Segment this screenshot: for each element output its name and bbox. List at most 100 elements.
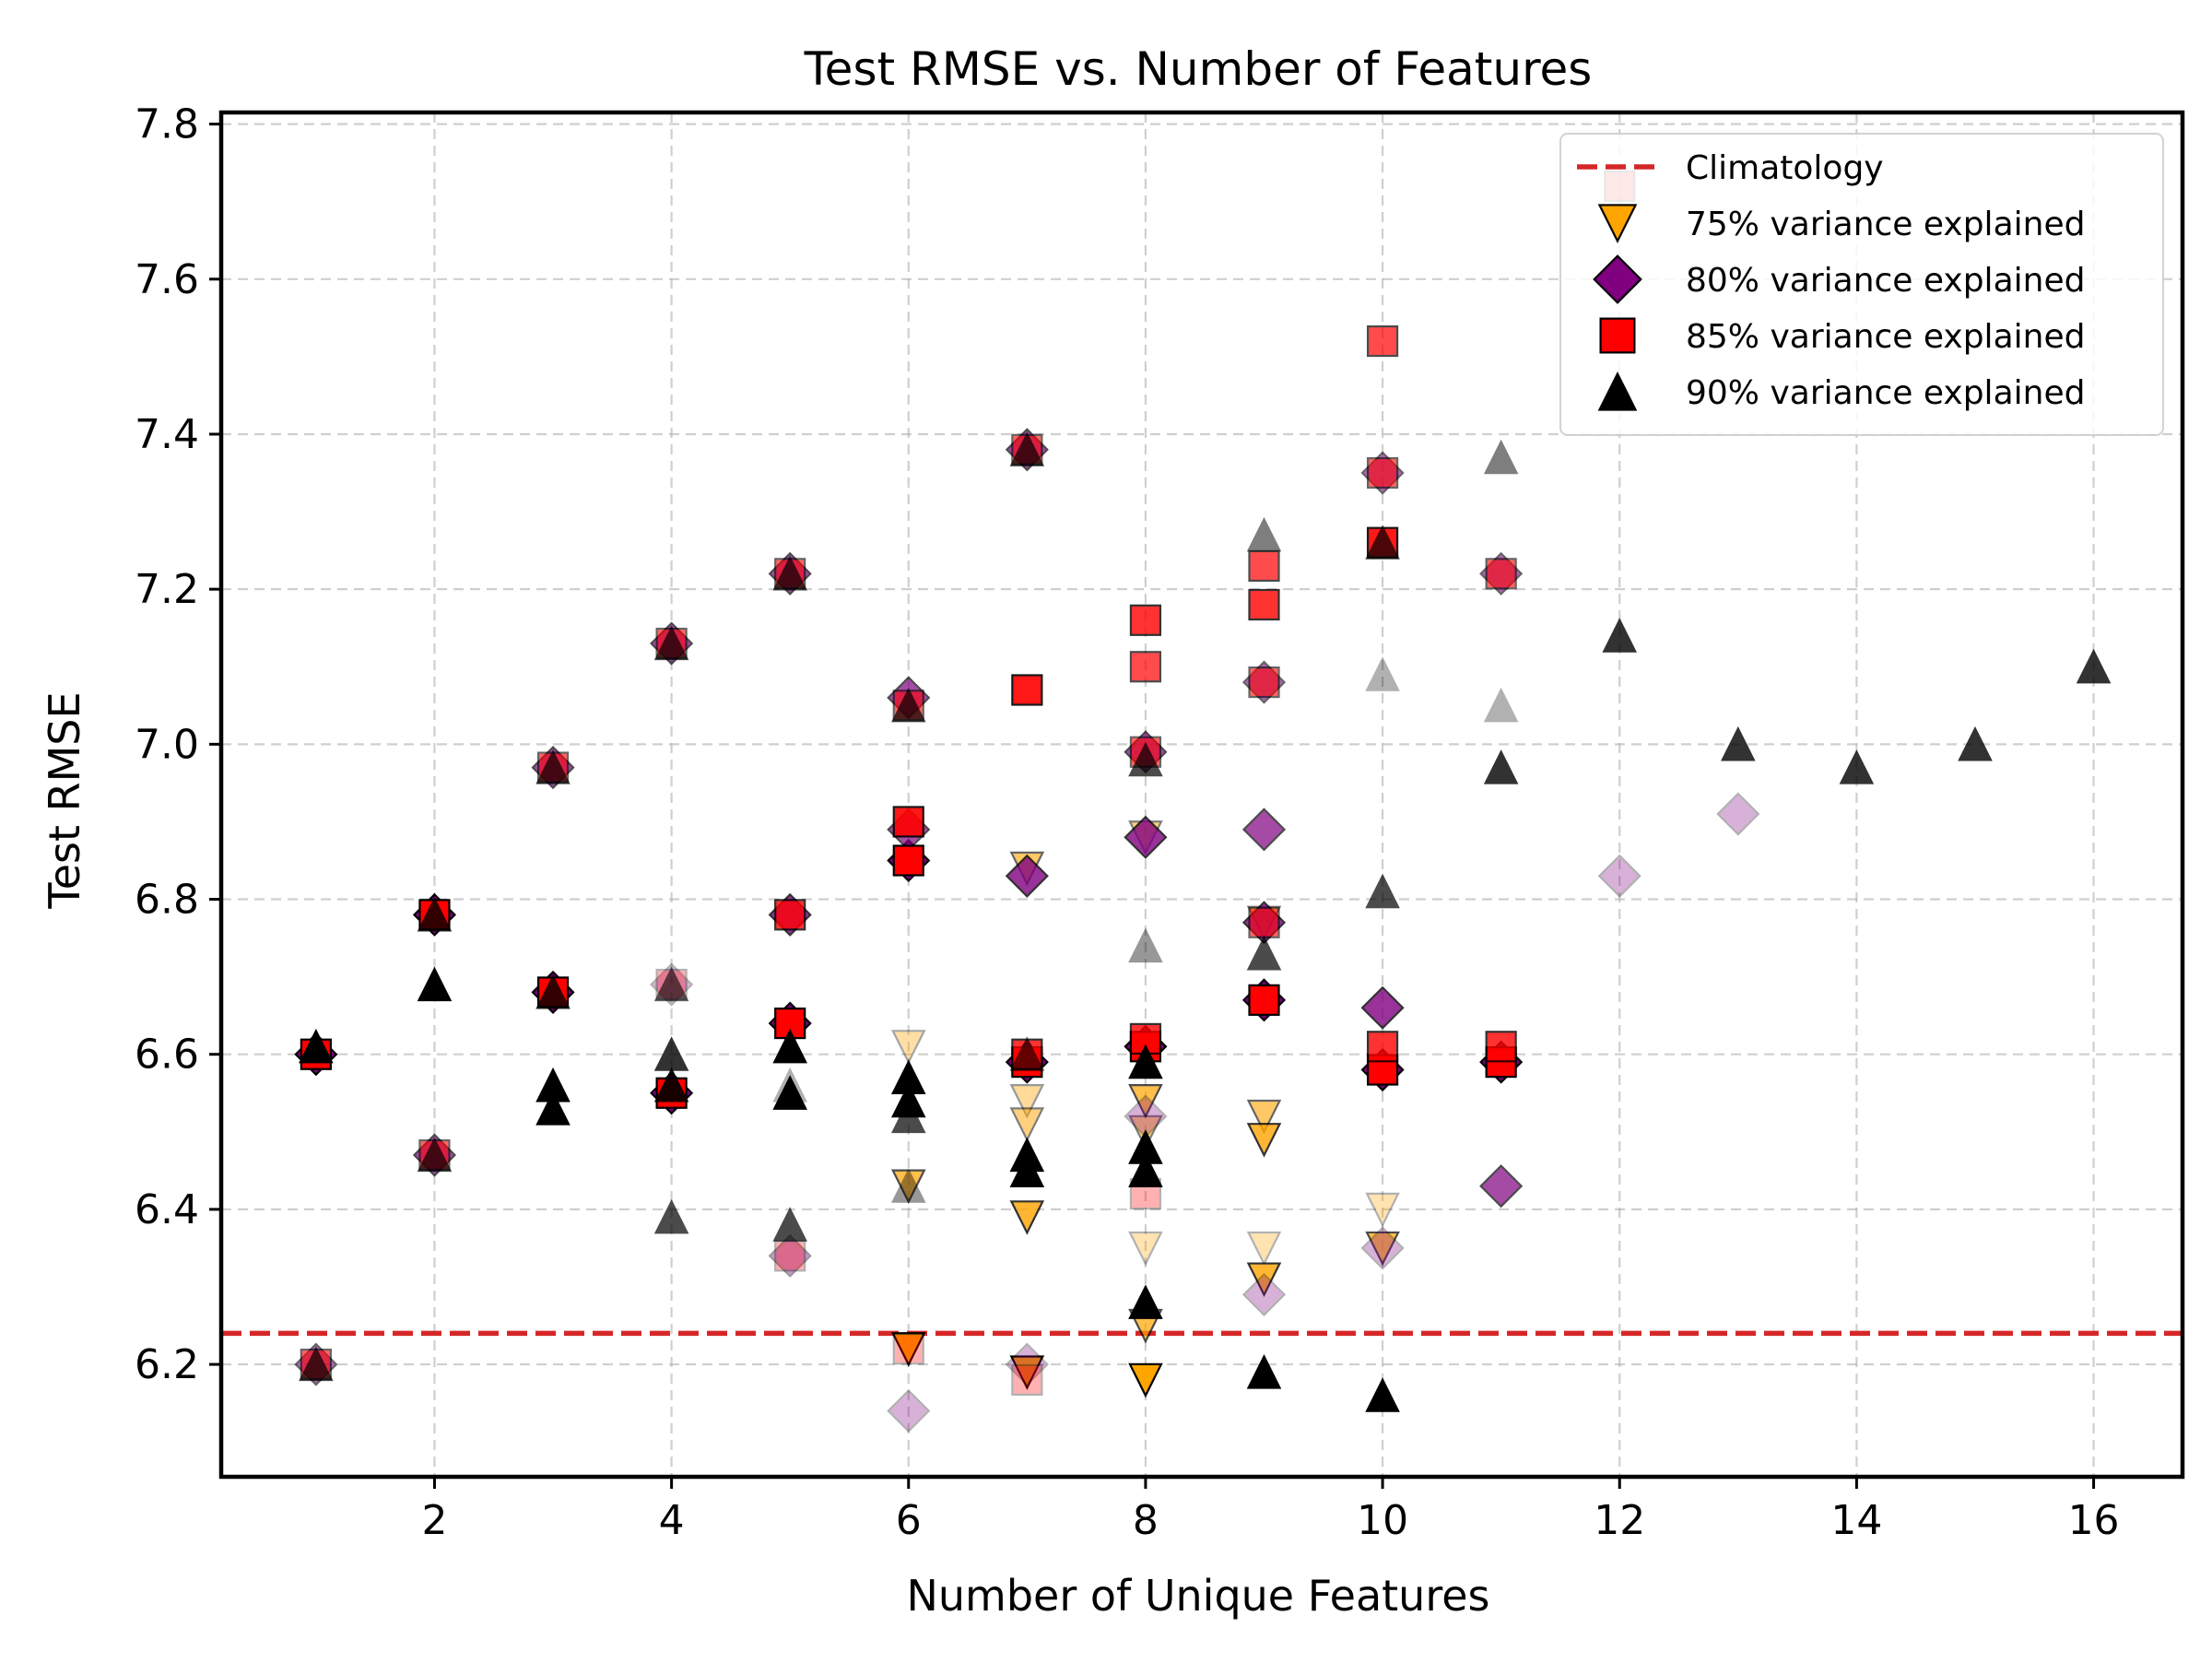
- data-point: [1483, 439, 1519, 475]
- data-point: [653, 625, 689, 661]
- data-point: [1366, 1031, 1399, 1063]
- legend: Climatology 75% variance explained 80% var…: [1559, 133, 2164, 436]
- data-point: [1485, 1031, 1517, 1063]
- data-point: [417, 966, 453, 1002]
- y-tick-label: 7.0: [135, 721, 199, 768]
- legend-label: 80% variance explained: [1686, 262, 2085, 300]
- y-tick-label: 7.8: [135, 101, 199, 148]
- data-point: [1602, 618, 1638, 653]
- data-point: [1839, 749, 1875, 784]
- data-point: [1597, 854, 1641, 898]
- data-point: [772, 1067, 807, 1103]
- x-tick-label: 10: [1357, 1497, 1408, 1544]
- y-tick-label: 6.2: [135, 1341, 199, 1388]
- legend-label: 90% variance explained: [1686, 374, 2085, 412]
- ticks-layer: 2 4 6 8 10 12 14 16 6.2 6.4 6.6 6.8 7.0 7.2 7.4 7.6 7.8: [135, 101, 2120, 1544]
- y-tick-label: 7.2: [135, 566, 199, 613]
- data-point: [892, 806, 924, 838]
- data-point: [653, 966, 689, 1002]
- x-tick-label: 4: [659, 1497, 685, 1544]
- data-point: [1360, 985, 1405, 1030]
- x-tick-label: 12: [1594, 1497, 1645, 1544]
- data-point: [1241, 1272, 1287, 1316]
- data-point: [1248, 984, 1280, 1016]
- data-point: [417, 896, 453, 932]
- legend-label: Climatology: [1686, 149, 1884, 187]
- data-point: [772, 555, 807, 591]
- data-point: [1128, 741, 1163, 777]
- data-point: [1248, 666, 1280, 699]
- data-point: [1128, 1362, 1163, 1398]
- y-tick-label: 7.4: [135, 411, 199, 458]
- data-point: [1246, 935, 1282, 971]
- data-point: [1009, 1355, 1045, 1390]
- y-tick-label: 7.6: [135, 256, 199, 303]
- data-point: [890, 1030, 926, 1065]
- data-point: [1128, 927, 1163, 963]
- data-point: [1360, 1226, 1405, 1270]
- data-point: [653, 1067, 689, 1103]
- data-point: [1365, 656, 1400, 691]
- data-point: [1485, 558, 1517, 590]
- data-point: [1365, 1377, 1400, 1412]
- data-point: [1366, 324, 1399, 358]
- data-point: [1365, 1192, 1400, 1228]
- data-point: [2076, 648, 2112, 684]
- data-point: [768, 1233, 812, 1278]
- data-point: [1721, 725, 1756, 761]
- data-point: [772, 1207, 807, 1242]
- y-tick-label: 6.6: [135, 1032, 199, 1079]
- legend-label: 75% variance explained: [1686, 206, 2085, 243]
- data-point: [1009, 1084, 1045, 1119]
- data-point: [1005, 1342, 1049, 1386]
- data-point: [1129, 651, 1162, 683]
- data-point: [890, 1168, 926, 1203]
- x-tick-label: 2: [421, 1497, 447, 1544]
- data-point: [890, 1332, 926, 1367]
- legend-label: 85% variance explained: [1686, 318, 2085, 356]
- data-point: [892, 1333, 924, 1365]
- data-point: [1958, 725, 1993, 761]
- data-point: [892, 844, 924, 877]
- y-axis-label: Test RMSE: [40, 691, 89, 909]
- x-tick-label: 16: [2068, 1497, 2120, 1544]
- data-point: [890, 687, 926, 723]
- data-point: [1011, 1363, 1043, 1396]
- data-point: [653, 1198, 689, 1234]
- data-point: [1128, 1231, 1163, 1267]
- data-point: [890, 1169, 926, 1205]
- data-point: [535, 749, 571, 784]
- data-point: [774, 899, 806, 931]
- data-point: [417, 1137, 453, 1173]
- data-point: [1246, 1123, 1282, 1158]
- data-point: [1128, 1084, 1163, 1119]
- x-tick-label: 8: [1133, 1497, 1159, 1544]
- data-point: [1365, 525, 1400, 560]
- data-point: [299, 1028, 334, 1064]
- data-point: [1483, 749, 1519, 784]
- data-point: [1246, 1099, 1282, 1135]
- data-point: [1366, 456, 1399, 489]
- data-point: [1009, 1200, 1045, 1235]
- data-point: [1009, 1152, 1045, 1187]
- data-point: [1365, 873, 1400, 909]
- x-axis-label: Number of Unique Features: [906, 1571, 1489, 1621]
- data-point: [774, 1240, 806, 1272]
- data-point: [1009, 1107, 1045, 1142]
- data-point: [1248, 906, 1280, 938]
- data-point: [772, 1075, 807, 1110]
- data-point: [535, 1091, 571, 1126]
- data-point: [1483, 687, 1519, 723]
- data-point: [1129, 604, 1162, 636]
- data-point: [299, 1346, 334, 1382]
- data-point: [1248, 588, 1280, 621]
- data-point: [1128, 1284, 1163, 1319]
- data-point: [1479, 1164, 1524, 1209]
- data-point: [1246, 516, 1282, 552]
- data-point: [1716, 792, 1760, 836]
- data-point: [1128, 1044, 1163, 1079]
- data-point: [1005, 854, 1049, 898]
- data-point: [1009, 431, 1045, 466]
